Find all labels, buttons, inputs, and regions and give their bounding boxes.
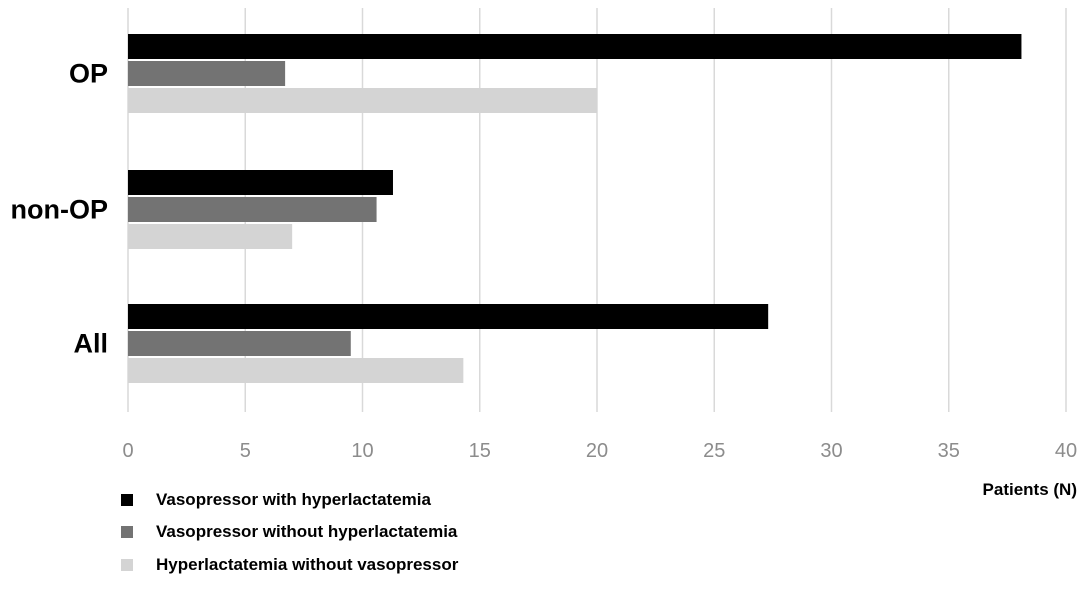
x-tick-label: 25	[703, 440, 725, 462]
bar-op-series-1	[128, 34, 1022, 59]
x-tick-labels: 0 5 10 15 20 25 30 35 40	[122, 440, 1077, 462]
bar-op-series-3	[128, 88, 597, 113]
x-axis-title: Patients (N)	[983, 480, 1077, 499]
bar-all-series-3	[128, 358, 464, 383]
bar-op-series-2	[128, 61, 286, 86]
legend: Vasopressor with hyperlactatemia Vasopres…	[121, 490, 459, 574]
x-tick-label: 30	[820, 440, 842, 462]
legend-label: Hyperlactatemia without vasopressor	[156, 555, 459, 574]
bar-non-op-series-2	[128, 197, 377, 222]
category-label: OP	[69, 59, 108, 89]
legend-swatch	[121, 526, 133, 538]
x-tick-label: 20	[586, 440, 608, 462]
category-labels: OP non-OP All	[11, 59, 108, 359]
category-label: non-OP	[11, 195, 108, 225]
bar-non-op-series-3	[128, 224, 293, 249]
x-tick-label: 0	[122, 440, 133, 462]
legend-label: Vasopressor without hyperlactatemia	[156, 522, 458, 541]
x-tick-label: 35	[938, 440, 960, 462]
legend-label: Vasopressor with hyperlactatemia	[156, 490, 431, 509]
bars	[128, 34, 1022, 383]
legend-swatch	[121, 494, 133, 506]
x-tick-label: 15	[469, 440, 491, 462]
category-label: All	[73, 329, 108, 359]
x-tick-label: 10	[351, 440, 373, 462]
legend-swatch	[121, 559, 133, 571]
x-tick-label: 40	[1055, 440, 1077, 462]
bar-non-op-series-1	[128, 170, 393, 195]
bar-all-series-1	[128, 304, 769, 329]
bar-all-series-2	[128, 331, 351, 356]
x-tick-label: 5	[240, 440, 251, 462]
